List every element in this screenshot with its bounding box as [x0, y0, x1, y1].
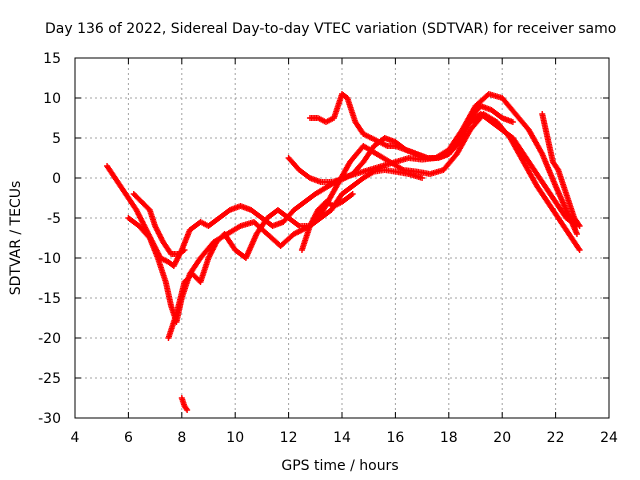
y-tick-label: -10: [38, 251, 61, 267]
x-tick-label: 10: [226, 430, 244, 446]
trace-i-point: [349, 191, 356, 197]
x-tick-label: 18: [440, 430, 458, 446]
y-tick-label: -20: [38, 331, 61, 347]
trace-b-point: [576, 247, 583, 253]
x-tick-label: 16: [386, 430, 404, 446]
x-tick-label: 12: [280, 430, 298, 446]
y-tick-label: 0: [52, 171, 61, 187]
chart-title: Day 136 of 2022, Sidereal Day-to-day VTE…: [45, 21, 616, 37]
y-tick-label: -5: [47, 211, 61, 227]
trace-g-point: [181, 247, 188, 253]
x-tick-label: 8: [177, 430, 186, 446]
y-tick-label: -30: [38, 411, 61, 427]
trace-h-point: [184, 407, 191, 413]
y-tick-label: -15: [38, 291, 61, 307]
x-axis-label: GPS time / hours: [281, 458, 398, 474]
y-tick-label: 10: [43, 91, 61, 107]
grid: [75, 58, 609, 418]
y-axis-label: SDTVAR / TECUs: [8, 181, 24, 296]
x-tick-label: 6: [124, 430, 133, 446]
tick-labels: 4 6 8 10 12 14 16 18 20 22 24 -30 -25 -20 -15 -10 -5 0 5 10…: [38, 51, 618, 446]
x-tick-label: 24: [600, 430, 618, 446]
y-tick-label: 15: [43, 51, 61, 67]
data-marks: [104, 91, 583, 413]
y-tick-label: 5: [52, 131, 61, 147]
x-tick-label: 4: [71, 430, 80, 446]
x-tick-label: 22: [547, 430, 565, 446]
trace-a-point: [573, 231, 580, 237]
x-tick-label: 14: [333, 430, 351, 446]
trace-e-point: [576, 223, 583, 229]
x-tick-label: 20: [493, 430, 511, 446]
trace-f-point: [419, 175, 426, 181]
trace-d-point: [509, 119, 516, 125]
y-tick-label: -25: [38, 371, 61, 387]
